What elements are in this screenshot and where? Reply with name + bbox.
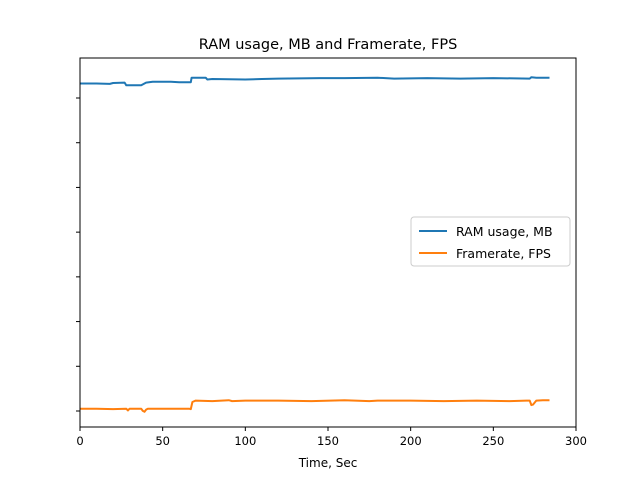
x-tick-label: 250: [482, 434, 504, 448]
ram-usage-line: [80, 76, 550, 87]
legend-fps-label: Framerate, FPS: [456, 246, 551, 261]
x-tick-label: 0: [76, 434, 83, 448]
x-tick-label: 200: [400, 434, 422, 448]
series-layer: [80, 76, 550, 413]
x-tick-label: 300: [565, 434, 587, 448]
x-tick-label: 100: [234, 434, 256, 448]
x-axis-label: Time, Sec: [298, 456, 358, 470]
plot-area: 0 50 100 150 200 250 300: [76, 57, 587, 448]
legend-ram-label: RAM usage, MB: [456, 224, 553, 239]
legend-box: [410, 216, 571, 267]
chart-title: RAM usage, MB and Framerate, FPS: [199, 37, 458, 53]
framerate-line: [80, 399, 550, 413]
legend: RAM usage, MB Framerate, FPS: [410, 216, 571, 267]
x-tick-label: 150: [317, 434, 339, 448]
x-tick-label: 50: [155, 434, 170, 448]
y-axis-ticks: [76, 97, 80, 412]
x-axis-ticks: 0 50 100 150 200 250 300: [76, 427, 587, 448]
